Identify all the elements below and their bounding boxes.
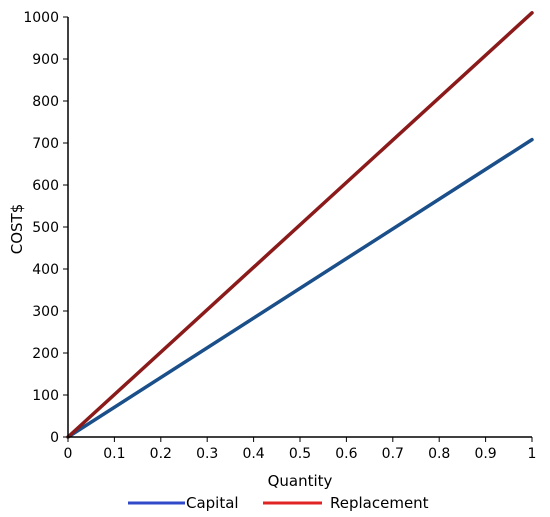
y-tick-label: 300 bbox=[32, 304, 59, 320]
y-tick-label: 1000 bbox=[23, 10, 59, 26]
y-tick-label: 400 bbox=[32, 262, 59, 278]
x-tick-label: 0 bbox=[64, 446, 73, 462]
x-tick-label: 0.4 bbox=[242, 446, 264, 462]
y-tick-label: 800 bbox=[32, 94, 59, 110]
y-axis-title: COST$ bbox=[8, 204, 26, 255]
x-tick-label: 1 bbox=[528, 446, 537, 462]
x-tick-label: 0.3 bbox=[196, 446, 218, 462]
y-axis-ticks: 0 100 200 300 400 500 600 700 800 900 1000 bbox=[23, 10, 68, 446]
x-tick-label: 0.5 bbox=[289, 446, 311, 462]
x-tick-label: 0.9 bbox=[474, 446, 496, 462]
x-axis-ticks: 0 0.1 0.2 0.3 0.4 0.5 0.6 0.7 0.8 0.9 1 bbox=[64, 437, 537, 462]
legend-label-capital: Capital bbox=[186, 494, 239, 512]
x-tick-label: 0.6 bbox=[335, 446, 357, 462]
y-tick-label: 700 bbox=[32, 136, 59, 152]
series-line-replacement bbox=[66, 11, 534, 439]
y-tick-label: 500 bbox=[32, 220, 59, 236]
x-tick-label: 0.8 bbox=[428, 446, 450, 462]
x-axis-title: Quantity bbox=[268, 472, 333, 490]
plot-lines bbox=[66, 11, 534, 439]
x-tick-label: 0.7 bbox=[382, 446, 404, 462]
legend: Capital Replacement bbox=[128, 494, 429, 512]
y-tick-label: 600 bbox=[32, 178, 59, 194]
y-tick-label: 100 bbox=[32, 388, 59, 404]
series-line-capital bbox=[66, 137, 534, 439]
x-tick-label: 0.1 bbox=[103, 446, 125, 462]
y-tick-label: 200 bbox=[32, 346, 59, 362]
legend-label-replacement: Replacement bbox=[330, 494, 429, 512]
y-tick-label: 900 bbox=[32, 52, 59, 68]
x-tick-label: 0.2 bbox=[150, 446, 172, 462]
y-tick-label: 0 bbox=[50, 430, 59, 446]
